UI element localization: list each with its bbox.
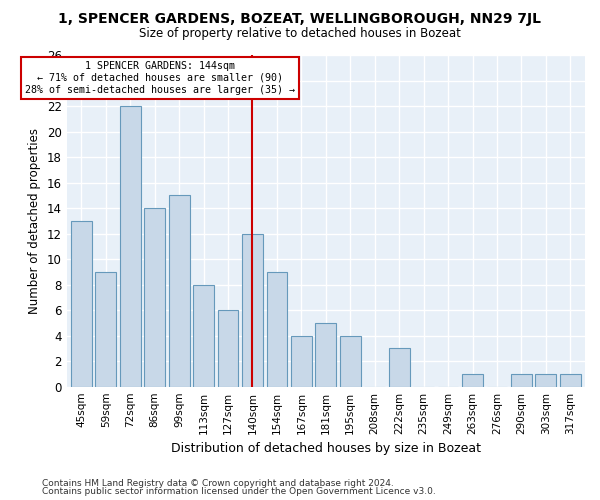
Bar xyxy=(120,106,140,386)
Bar xyxy=(340,336,361,386)
Bar xyxy=(71,221,92,386)
Bar xyxy=(560,374,581,386)
Bar xyxy=(193,284,214,386)
Text: 1, SPENCER GARDENS, BOZEAT, WELLINGBOROUGH, NN29 7JL: 1, SPENCER GARDENS, BOZEAT, WELLINGBOROU… xyxy=(59,12,542,26)
Bar xyxy=(242,234,263,386)
Bar xyxy=(169,196,190,386)
Bar xyxy=(144,208,165,386)
Bar xyxy=(266,272,287,386)
Text: Size of property relative to detached houses in Bozeat: Size of property relative to detached ho… xyxy=(139,28,461,40)
Bar xyxy=(389,348,410,387)
Text: Contains public sector information licensed under the Open Government Licence v3: Contains public sector information licen… xyxy=(42,487,436,496)
Bar xyxy=(95,272,116,386)
Bar xyxy=(291,336,312,386)
Bar xyxy=(511,374,532,386)
Bar xyxy=(316,323,336,386)
Text: 1 SPENCER GARDENS: 144sqm
← 71% of detached houses are smaller (90)
28% of semi-: 1 SPENCER GARDENS: 144sqm ← 71% of detac… xyxy=(25,62,295,94)
Bar xyxy=(535,374,556,386)
Text: Contains HM Land Registry data © Crown copyright and database right 2024.: Contains HM Land Registry data © Crown c… xyxy=(42,478,394,488)
Bar xyxy=(462,374,483,386)
Bar xyxy=(218,310,238,386)
X-axis label: Distribution of detached houses by size in Bozeat: Distribution of detached houses by size … xyxy=(171,442,481,455)
Y-axis label: Number of detached properties: Number of detached properties xyxy=(28,128,41,314)
